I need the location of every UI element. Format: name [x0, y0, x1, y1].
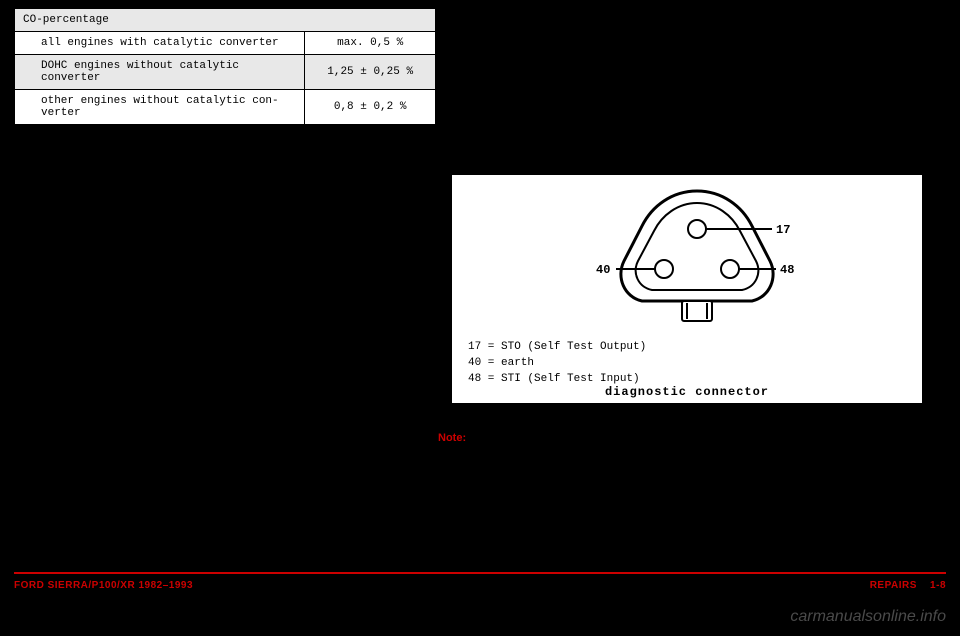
- footer-title: FORD SIERRA/P100/XR 1982–1993: [14, 580, 193, 591]
- co-row-label: other engines without catalytic con- ver…: [15, 90, 305, 125]
- pin-label-17: 17: [776, 223, 790, 237]
- pin-label-48: 48: [780, 263, 794, 277]
- co-row-value: max. 0,5 %: [305, 32, 436, 55]
- co-row-value: 0,8 ± 0,2 %: [305, 90, 436, 125]
- footer-section: REPAIRS: [870, 580, 917, 591]
- diagnostic-connector-icon: 17 40 48: [592, 181, 802, 331]
- diagram-title: diagnostic connector: [452, 385, 922, 399]
- page: CO-percentage all engines with catalytic…: [0, 0, 960, 636]
- diagnostic-connector-figure: 17 40 48 17 = STO (Self Test Output) 40 …: [452, 175, 922, 403]
- footer-page: REPAIRS 1-8: [870, 580, 946, 591]
- co-row-value: 1,25 ± 0,25 %: [305, 55, 436, 90]
- legend-line: 40 = earth: [468, 355, 646, 371]
- pin-label-40: 40: [596, 263, 610, 277]
- co-table-header: CO-percentage: [15, 9, 436, 32]
- footer-pagenum: 1-8: [930, 580, 946, 591]
- watermark: carmanualsonline.info: [790, 608, 946, 626]
- footer-divider: [14, 572, 946, 574]
- legend-line: 17 = STO (Self Test Output): [468, 339, 646, 355]
- co-percentage-table: CO-percentage all engines with catalytic…: [14, 8, 436, 125]
- note-label: Note:: [438, 432, 466, 444]
- co-row-label: all engines with catalytic converter: [15, 32, 305, 55]
- diagram-legend: 17 = STO (Self Test Output) 40 = earth 4…: [468, 339, 646, 387]
- co-row-label: DOHC engines without catalytic converter: [15, 55, 305, 90]
